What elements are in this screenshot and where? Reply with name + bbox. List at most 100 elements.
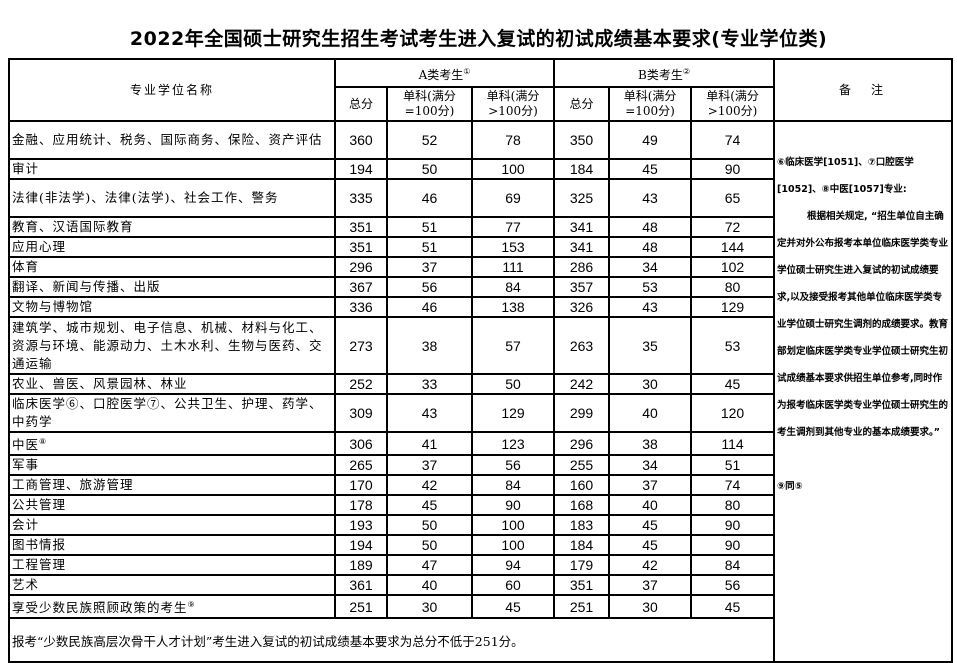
score-b-single-100: 40 (608, 494, 693, 517)
header-group-b: B类考生② (553, 58, 776, 88)
score-a-total: 335 (334, 178, 388, 218)
score-a-total: 306 (334, 430, 388, 457)
score-b-single-100: 53 (608, 276, 693, 298)
table-row: 享受少数民族照顾政策的考生⑨ 251 30 45 251 30 45 (8, 594, 952, 620)
score-b-single-100: 40 (608, 393, 693, 433)
score-b-single-100: 30 (608, 594, 693, 620)
score-b-single-100: 45 (608, 534, 693, 557)
score-b-single-100: 45 (608, 158, 693, 180)
major-name-text: 工商管理、旅游管理 (12, 477, 134, 493)
major-name-text: 文物与博物馆 (12, 299, 94, 314)
major-name-text: 军事 (12, 457, 40, 473)
major-name-text: 教育、汉语国际教育 (12, 219, 134, 234)
score-b-single-gt100: 80 (690, 494, 776, 517)
major-name-text: 工程管理 (12, 557, 67, 573)
header-b-total: 总分 (553, 86, 611, 122)
major-name-text: 享受少数民族照顾政策的考生 (12, 600, 188, 616)
score-b-total: 168 (553, 494, 611, 517)
table-row: 工商管理、旅游管理 170 42 84 160 37 74 (8, 474, 952, 497)
footnote-mark: ⑨ (187, 600, 196, 610)
score-a-total: 194 (334, 158, 388, 180)
major-name: 图书情报 (8, 534, 336, 557)
major-name-text: 建筑学、城市规划、电子信息、机械、材料与化工、资源与环境、能源动力、土木水利、生… (12, 319, 323, 371)
score-b-total: 326 (553, 296, 611, 318)
score-b-single-100: 37 (608, 474, 693, 497)
major-name-text: 艺术 (12, 577, 40, 593)
score-a-single-gt100: 138 (470, 296, 556, 318)
score-a-single-100: 38 (386, 316, 473, 375)
table-row: 建筑学、城市规划、电子信息、机械、材料与化工、资源与环境、能源动力、土木水利、生… (8, 316, 952, 375)
table-row: 图书情报 194 50 100 184 45 90 (8, 534, 952, 557)
score-a-single-100: 46 (386, 178, 473, 218)
table-row: 中医⑧ 306 41 123 296 38 114 (8, 430, 952, 457)
score-b-single-100: 34 (608, 454, 693, 477)
score-b-single-gt100: 74 (690, 120, 776, 160)
group-a-label: A类考生 (418, 67, 464, 82)
score-b-total: 286 (553, 256, 611, 278)
score-a-single-100: 37 (386, 454, 473, 477)
score-b-single-gt100: 114 (690, 430, 776, 457)
score-a-total: 178 (334, 494, 388, 517)
score-a-total: 296 (334, 256, 388, 278)
major-name: 审计 (8, 158, 336, 180)
score-b-single-gt100: 51 (690, 454, 776, 477)
major-name: 享受少数民族照顾政策的考生⑨ (8, 594, 336, 620)
score-a-single-100: 40 (386, 574, 473, 597)
score-b-single-gt100: 53 (690, 316, 776, 375)
score-b-single-gt100: 144 (690, 236, 776, 258)
table-row: 翻译、新闻与传播、出版 367 56 84 357 53 80 (8, 276, 952, 298)
major-name: 体育 (8, 256, 336, 278)
footnote-mark: ⑧ (39, 437, 48, 446)
header-b-single-100: 单科(满分=100分) (608, 86, 693, 122)
major-name-text: 中医 (12, 437, 40, 453)
score-a-single-gt100: 153 (470, 236, 556, 258)
score-a-total: 360 (334, 120, 388, 160)
major-name-text: 公共管理 (12, 497, 67, 513)
table-row: 工程管理 189 47 94 179 42 84 (8, 554, 952, 577)
score-a-single-gt100: 57 (470, 316, 556, 375)
score-a-single-100: 41 (386, 430, 473, 457)
note-paragraph-3: ⑨同⑤ (777, 481, 803, 492)
score-a-single-gt100: 111 (470, 256, 556, 278)
score-a-single-gt100: 45 (470, 594, 556, 620)
table-row: 金融、应用统计、税务、国际商务、保险、资产评估 360 52 78 350 49 74 ⑥临床… (8, 119, 954, 663)
score-b-single-gt100: 129 (690, 296, 776, 318)
score-b-total: 341 (553, 236, 611, 258)
major-name: 翻译、新闻与传播、出版 (8, 276, 336, 298)
group-b-mark: ② (682, 66, 691, 76)
score-a-single-100: 37 (386, 256, 473, 278)
major-name: 文物与博物馆 (8, 296, 336, 318)
score-table: 专业学位名称 A类考生① B类考生② 备 注 总分 单科(满分=100分) 单科… (7, 58, 954, 663)
score-b-single-100: 42 (608, 554, 693, 577)
score-a-single-gt100: 78 (470, 120, 556, 160)
footer-note: 报考“少数民族高层次骨干人才计划”考生进入复试的初试成绩基本要求为总分不低于25… (7, 617, 776, 663)
score-a-total: 252 (334, 373, 388, 395)
major-name: 中医⑧ (8, 430, 336, 457)
major-name-text: 法律(非法学)、法律(法学)、社会工作、警务 (12, 190, 279, 205)
table-row: 艺术 361 40 60 351 37 56 (8, 574, 952, 597)
score-b-total: 341 (553, 216, 611, 238)
major-name: 公共管理 (8, 494, 336, 517)
major-name-text: 体育 (12, 259, 40, 274)
score-a-single-100: 50 (386, 514, 473, 537)
table-row: 文物与博物馆 336 46 138 326 43 129 (8, 296, 952, 318)
score-b-single-100: 48 (608, 236, 693, 258)
score-b-single-100: 37 (608, 574, 693, 597)
table-row: 审计 194 50 100 184 45 90 (8, 158, 952, 180)
score-b-single-gt100: 90 (690, 514, 776, 537)
header-group-a: A类考生① (333, 58, 556, 88)
score-b-total: 184 (553, 534, 611, 557)
major-name: 艺术 (8, 574, 336, 597)
score-b-single-100: 48 (608, 216, 693, 238)
score-b-single-gt100: 72 (690, 216, 776, 238)
major-name: 建筑学、城市规划、电子信息、机械、材料与化工、资源与环境、能源动力、土木水利、生… (8, 316, 336, 375)
score-a-single-100: 50 (386, 158, 473, 180)
major-name: 金融、应用统计、税务、国际商务、保险、资产评估 (8, 120, 336, 160)
score-a-single-gt100: 77 (470, 216, 556, 238)
group-b-label: B类考生 (638, 67, 683, 82)
score-b-total: 242 (553, 373, 611, 395)
score-a-single-100: 56 (386, 276, 473, 298)
score-a-single-100: 51 (386, 216, 473, 238)
header-a-single-gt100: 单科(满分>100分) (470, 86, 556, 122)
score-a-single-gt100: 100 (470, 158, 556, 180)
